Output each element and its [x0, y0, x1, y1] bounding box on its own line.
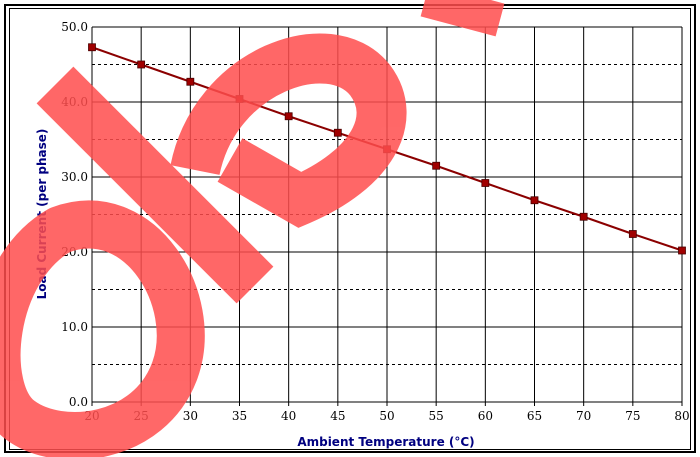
x-tick-label-4: 40 [281, 409, 296, 423]
data-point-0-8 [481, 179, 490, 187]
x-tick-label-10: 70 [576, 409, 591, 423]
chart-frame-inner [9, 8, 691, 450]
x-tick-label-12: 80 [674, 409, 689, 423]
data-point-0-4 [284, 112, 293, 121]
data-point-0-5 [333, 128, 342, 137]
data-point-0-0 [88, 43, 96, 52]
x-tick-label-6: 50 [379, 409, 394, 423]
x-tick-label-8: 60 [478, 409, 493, 423]
data-point-0-11 [628, 230, 637, 238]
chart-frame-outer [4, 4, 696, 453]
data-point-0-7 [432, 161, 441, 170]
data-point-0-10 [579, 212, 588, 221]
x-tick-label-11: 75 [625, 409, 640, 423]
x-tick-label-2: 30 [183, 409, 198, 423]
data-point-0-12 [678, 246, 686, 255]
watermark-logo [0, 0, 505, 457]
x-tick-label-5: 45 [330, 409, 345, 423]
data-point-0-2 [186, 77, 195, 86]
y-tick-label-1: 10.0 [61, 320, 88, 334]
x-tick-label-9: 65 [527, 409, 542, 423]
y-tick-label-0: 0.0 [69, 395, 88, 409]
x-axis-title: Ambient Temperature (°C) [297, 435, 474, 449]
data-point-0-1 [137, 60, 146, 69]
data-point-0-9 [530, 196, 539, 205]
y-tick-label-3: 30.0 [61, 170, 88, 184]
x-tick-label-7: 55 [429, 409, 444, 423]
x-tick-label-3: 35 [232, 409, 247, 423]
y-tick-label-5: 50.0 [61, 20, 88, 34]
